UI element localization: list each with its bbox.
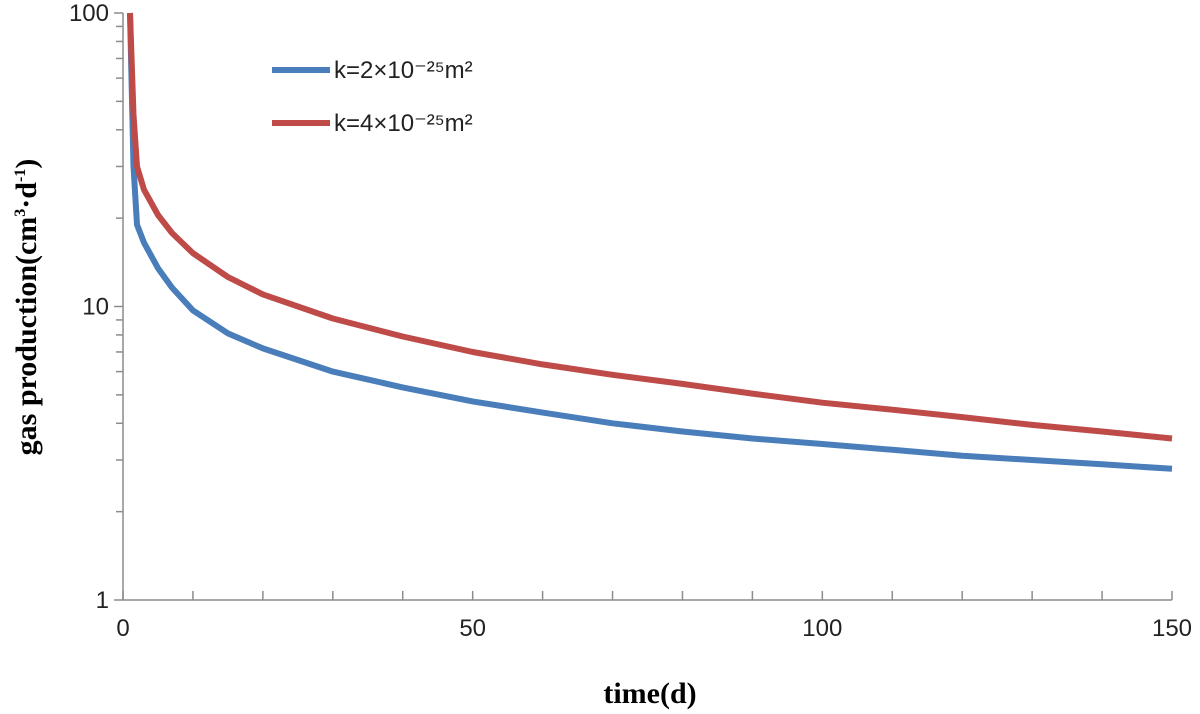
y-axis-title: gas production(cm3·d-1) [10,159,43,456]
y-axis-title-sup1: 3 [12,209,29,217]
x-minor-ticks [122,591,1173,600]
y-tick-label: 10 [82,294,109,321]
legend-label-2: k=4×10⁻²⁵m² [334,110,473,137]
x-tick-label: 100 [802,615,842,642]
legend: k=2×10⁻²⁵m² k=4×10⁻²⁵m² [272,57,473,137]
series-line-2 [127,12,1173,442]
y-tick-labels: 1 10 100 [69,0,109,614]
x-axis-title: time(d) [603,677,696,710]
x-tick-label: 50 [459,615,486,642]
x-tick-label: 0 [116,615,129,642]
x-tick-labels: 0 50 100 150 [116,615,1192,642]
y-tick-label: 100 [69,0,109,27]
y-axis-title-sup2: -1 [12,169,29,182]
legend-label-1: k=2×10⁻²⁵m² [334,57,473,84]
y-axis-title-end: ) [10,159,43,169]
y-axis-title-mid: ·d [10,182,43,209]
series-lines [127,12,1173,472]
series-line-1 [127,12,1173,472]
x-tick-label: 150 [1152,615,1192,642]
y-minor-ticks [114,12,123,601]
y-tick-label: 1 [96,587,109,614]
y-axis-title-base: gas production(cm [10,217,43,456]
